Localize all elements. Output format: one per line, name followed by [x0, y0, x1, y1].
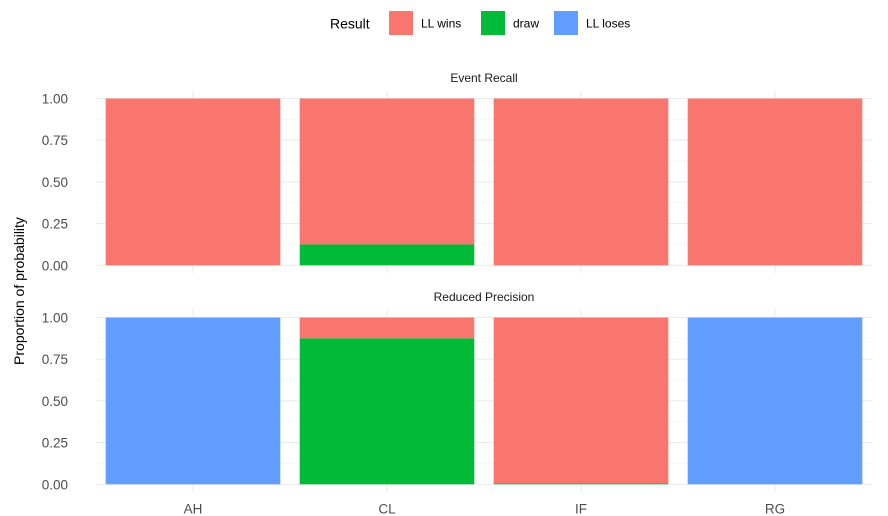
legend-swatch-draw — [481, 11, 505, 35]
bar-reduced-precision-cl-ll-wins — [299, 317, 475, 339]
y-tick-label-reduced-precision: 1.00 — [42, 311, 68, 326]
legend-label-ll-loses: LL loses — [586, 17, 630, 31]
panel-bars-reduced-precision — [105, 317, 863, 485]
legend: Result LL wins draw LL loses — [330, 11, 630, 35]
y-tick-label-event-recall: 0.00 — [42, 258, 68, 273]
y-tick-label-reduced-precision: 0.50 — [42, 394, 68, 409]
bar-reduced-precision-rg-ll-loses — [687, 317, 863, 485]
x-tick-label-ah: AH — [184, 501, 203, 516]
panel-yticks-reduced-precision: 0.00 0.25 0.50 0.75 1.00 — [42, 311, 68, 493]
legend-swatch-ll-wins — [389, 11, 413, 35]
legend-swatch-ll-loses — [554, 11, 578, 35]
y-tick-label-reduced-precision: 0.75 — [42, 352, 68, 367]
bar-reduced-precision-if-ll-wins — [493, 317, 669, 484]
y-tick-label-event-recall: 0.75 — [42, 133, 68, 148]
bar-event-recall-rg-ll-wins — [687, 98, 863, 266]
bar-event-recall-if-ll-wins — [493, 98, 669, 266]
bar-event-recall-cl-draw — [299, 244, 475, 266]
panel-bars-event-recall — [105, 98, 863, 266]
panel-title-event-recall: Event Recall — [450, 71, 517, 85]
bar-reduced-precision-cl-draw — [299, 338, 475, 485]
x-tick-labels: AH CL IF RG — [184, 501, 786, 516]
bar-reduced-precision-ah-ll-loses — [105, 317, 281, 485]
panel-yticks-event-recall: 0.00 0.25 0.50 0.75 1.00 — [42, 92, 68, 274]
legend-title: Result — [330, 16, 370, 32]
x-tick-label-rg: RG — [765, 501, 785, 516]
y-tick-label-event-recall: 0.25 — [42, 217, 68, 232]
x-tick-label-cl: CL — [378, 501, 396, 516]
y-tick-label-reduced-precision: 0.00 — [42, 477, 68, 492]
bar-reduced-precision-if-draw — [493, 483, 669, 485]
legend-label-ll-wins: LL wins — [421, 17, 461, 31]
legend-label-draw: draw — [513, 17, 539, 31]
x-tick-label-if: IF — [575, 501, 587, 516]
panel-reduced-precision: Reduced Precision 0.00 0.25 0.50 0.75 1.00 — [42, 290, 872, 493]
y-tick-label-event-recall: 1.00 — [42, 92, 68, 107]
panel-title-reduced-precision: Reduced Precision — [434, 290, 535, 304]
panel-event-recall: Event Recall 0.00 0.25 0.50 0.75 1.00 — [42, 71, 872, 274]
y-tick-label-reduced-precision: 0.25 — [42, 436, 68, 451]
y-tick-label-event-recall: 0.50 — [42, 175, 68, 190]
bar-event-recall-cl-ll-wins — [299, 98, 475, 245]
bar-event-recall-ah-ll-wins — [105, 98, 281, 266]
y-axis-title: Proportion of probability — [11, 217, 27, 365]
